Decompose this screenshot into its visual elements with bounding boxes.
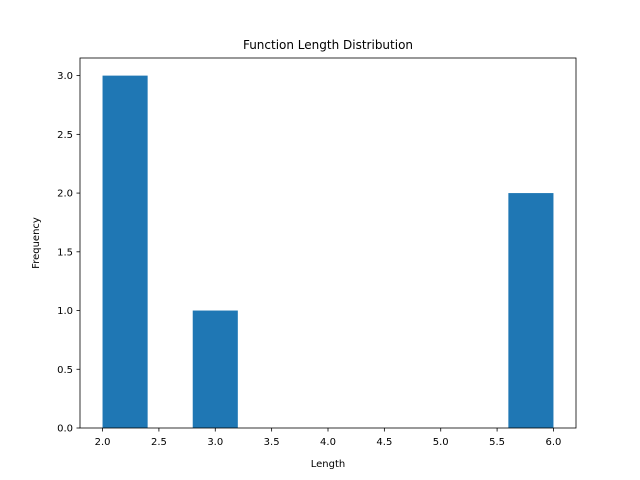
x-tick-label: 4.0 (320, 437, 336, 448)
y-tick-label: 0.0 (57, 424, 73, 435)
x-tick-label: 4.5 (376, 437, 392, 448)
histogram-bar (192, 310, 238, 428)
y-axis-ticks: 0.0 0.5 1.0 1.5 2.0 2.5 3.0 (57, 71, 80, 435)
x-axis-ticks: 2.0 2.5 3.0 3.5 4.0 4.5 5.0 5.5 6.0 (95, 428, 562, 448)
plot-frame (79, 57, 577, 429)
y-tick-label: 3.0 (57, 71, 73, 82)
y-tick-label: 1.0 (57, 306, 73, 317)
x-tick-label: 3.0 (207, 437, 223, 448)
x-tick-label: 5.5 (489, 437, 505, 448)
plot-area (80, 58, 576, 428)
chart-title: Function Length Distribution (243, 38, 413, 52)
y-tick-label: 2.0 (57, 189, 73, 200)
x-axis-label: Length (311, 459, 346, 470)
histogram-bar (508, 193, 554, 428)
x-tick-label: 2.0 (95, 437, 111, 448)
y-tick-label: 1.5 (57, 247, 73, 258)
y-tick-label: 0.5 (57, 365, 73, 376)
x-tick-label: 2.5 (151, 437, 167, 448)
y-tick-label: 2.5 (57, 130, 73, 141)
x-tick-label: 3.5 (264, 437, 280, 448)
histogram-bar (102, 75, 148, 428)
x-tick-label: 6.0 (546, 437, 562, 448)
y-axis-label: Frequency (31, 217, 42, 269)
x-tick-label: 5.0 (433, 437, 449, 448)
bars-layer (102, 75, 554, 428)
